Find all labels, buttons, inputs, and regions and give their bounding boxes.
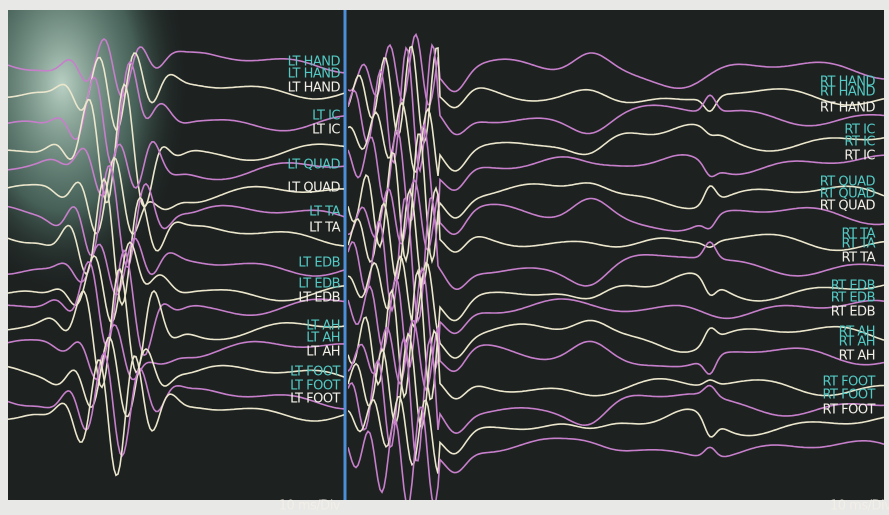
channel-label: RT FOOT xyxy=(822,388,875,403)
channel-label: LT IC xyxy=(312,109,340,124)
channel-label: RT TA xyxy=(842,237,876,252)
channel-label: RT HAND xyxy=(820,101,876,116)
channel-label: RT HAND xyxy=(820,85,876,100)
channel-label: LT EDB xyxy=(298,291,340,306)
channel-label: RT FOOT xyxy=(822,403,875,418)
channel-label: LT FOOT xyxy=(290,392,340,407)
channel-label: LT QUAD xyxy=(287,181,340,196)
channel-label: RT TA xyxy=(842,251,876,266)
channel-label: LT TA xyxy=(309,221,340,236)
channel-label: LT EDB xyxy=(298,277,340,292)
monitor-photo: 10 ms/Div 10 ms/Div LT HANDLT HANDLT HAN… xyxy=(0,0,889,515)
channel-label: LT AH xyxy=(306,331,340,346)
channel-label: LT FOOT xyxy=(290,365,340,380)
channel-label: RT IC xyxy=(844,149,875,164)
channel-label: LT HAND xyxy=(288,67,341,82)
channel-label: LT QUAD xyxy=(287,158,340,173)
scale-label: 10 ms/Div xyxy=(279,499,341,514)
channel-label: RT EDB xyxy=(831,291,875,306)
scale-label: 10 ms/Div xyxy=(830,499,889,514)
channel-label: RT EDB xyxy=(831,305,875,320)
channel-label: LT AH xyxy=(306,345,340,360)
channel-label: RT AH xyxy=(839,349,875,364)
channel-label: RT IC xyxy=(844,135,875,150)
channel-label: RT QUAD xyxy=(820,199,876,214)
channel-label: LT HAND xyxy=(288,81,341,96)
channel-label: RT AH xyxy=(839,335,875,350)
channel-label: LT TA xyxy=(309,205,340,220)
channel-label: LT EDB xyxy=(298,256,340,271)
channel-label: LT IC xyxy=(312,123,340,138)
